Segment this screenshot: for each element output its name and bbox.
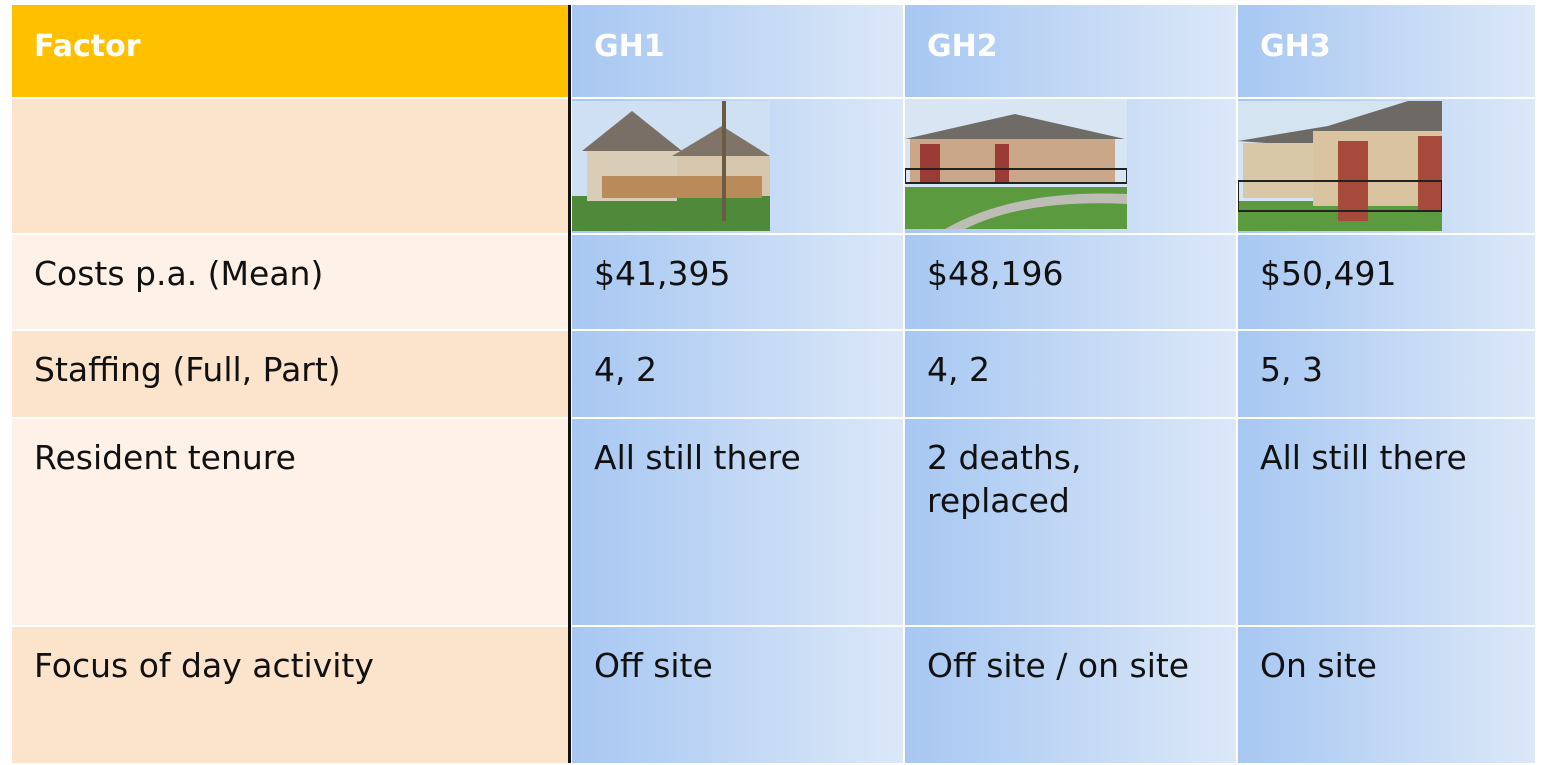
divider [568, 5, 571, 763]
header-cell: GH2 [905, 5, 1236, 97]
data-cell: Off site / on site [905, 627, 1236, 763]
data-cell: On site [1238, 627, 1535, 763]
data-cell: 2 deaths, replaced [905, 419, 1236, 625]
data-cell: 5, 3 [1238, 331, 1535, 417]
house-photo [572, 101, 770, 231]
data-cell: 4, 2 [905, 331, 1236, 417]
header-cell: GH3 [1238, 5, 1535, 97]
row-label: Focus of day activity [12, 627, 568, 763]
header-cell: Factor [12, 5, 568, 97]
data-cell: $50,491 [1238, 235, 1535, 329]
row-label: Staffing (Full, Part) [12, 331, 568, 417]
house-photo [905, 99, 1127, 229]
data-cell: All still there [1238, 419, 1535, 625]
data-cell: Off site [572, 627, 903, 763]
header-cell: GH1 [572, 5, 903, 97]
image-cell [12, 99, 568, 233]
data-cell: $41,395 [572, 235, 903, 329]
house-photo [1238, 101, 1442, 231]
data-cell: 4, 2 [572, 331, 903, 417]
data-cell: All still there [572, 419, 903, 625]
row-label: Resident tenure [12, 419, 568, 625]
data-cell: $48,196 [905, 235, 1236, 329]
row-label: Costs p.a. (Mean) [12, 235, 568, 329]
